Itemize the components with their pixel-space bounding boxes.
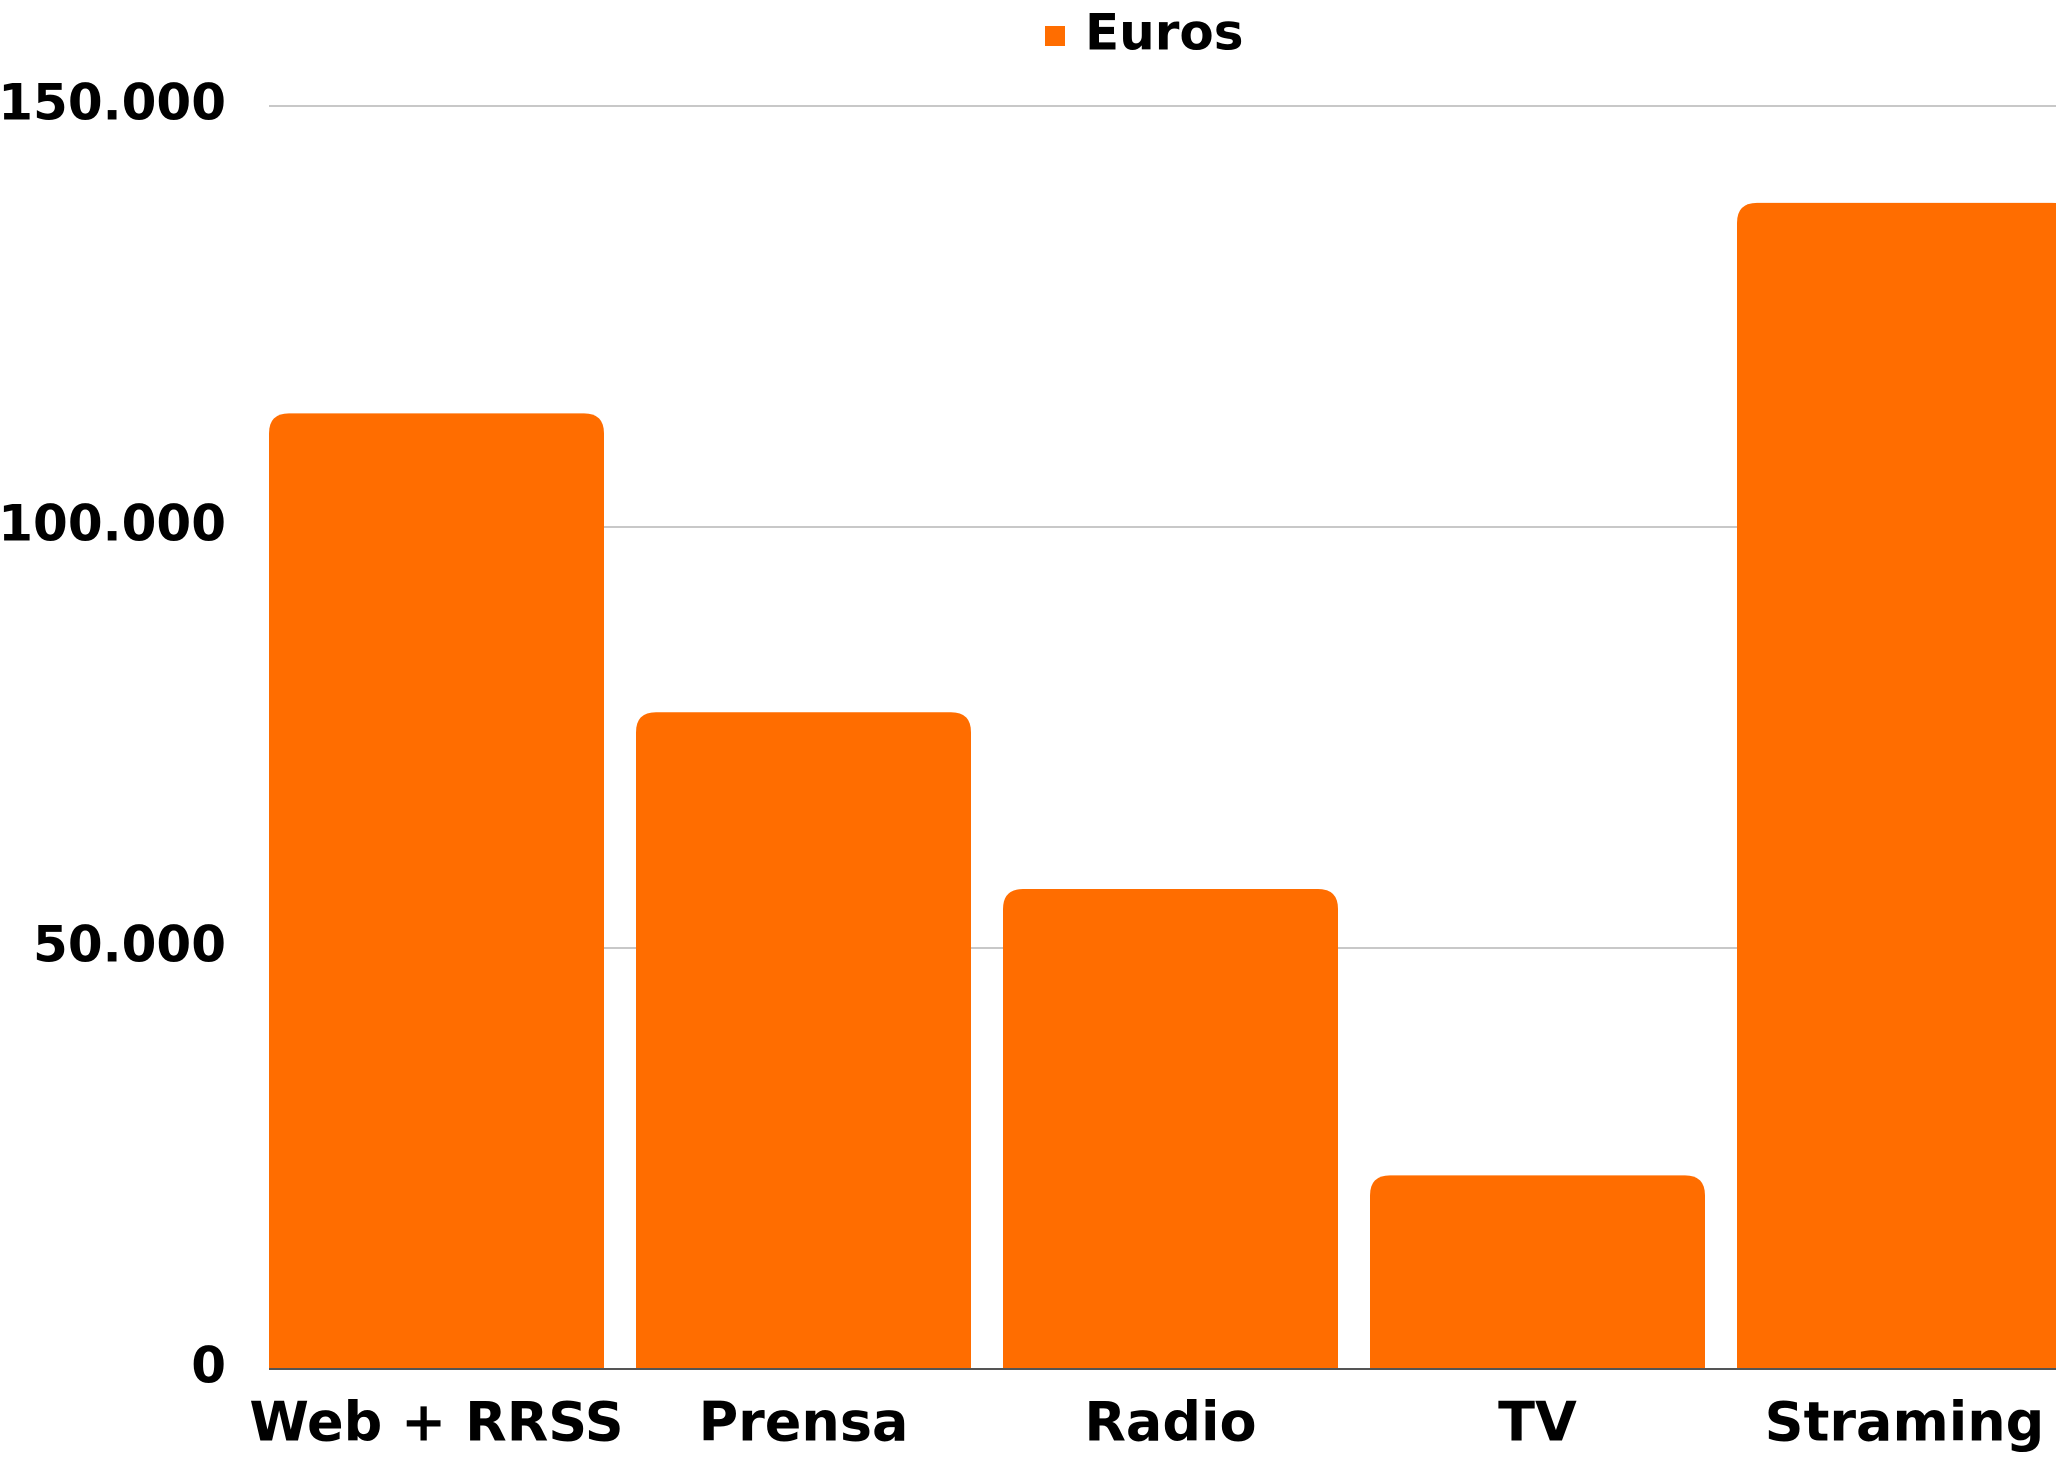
bar <box>1737 202 2056 1369</box>
bars <box>269 202 2056 1370</box>
x-tick-label: Radio <box>1084 1391 1256 1454</box>
bar <box>636 712 971 1369</box>
labels: 0 50.000 100.000 150.000 Web + RRSS Prensa Rad… <box>0 4 2044 1454</box>
y-tick-label: 150.000 <box>0 74 226 132</box>
x-tick-label: Web + RRSS <box>249 1391 623 1454</box>
y-tick-label: 100.000 <box>0 495 226 553</box>
legend-label: Euros <box>1085 4 1244 62</box>
x-tick-label: TV <box>1498 1391 1577 1454</box>
y-tick-label: 0 <box>191 1337 226 1395</box>
legend-swatch <box>1045 26 1065 46</box>
bar <box>1003 889 1338 1369</box>
x-tick-label: Straming <box>1765 1391 2045 1454</box>
bar <box>269 413 604 1370</box>
bar <box>1370 1175 1705 1369</box>
x-tick-label: Prensa <box>699 1391 909 1454</box>
y-tick-label: 50.000 <box>33 916 226 974</box>
